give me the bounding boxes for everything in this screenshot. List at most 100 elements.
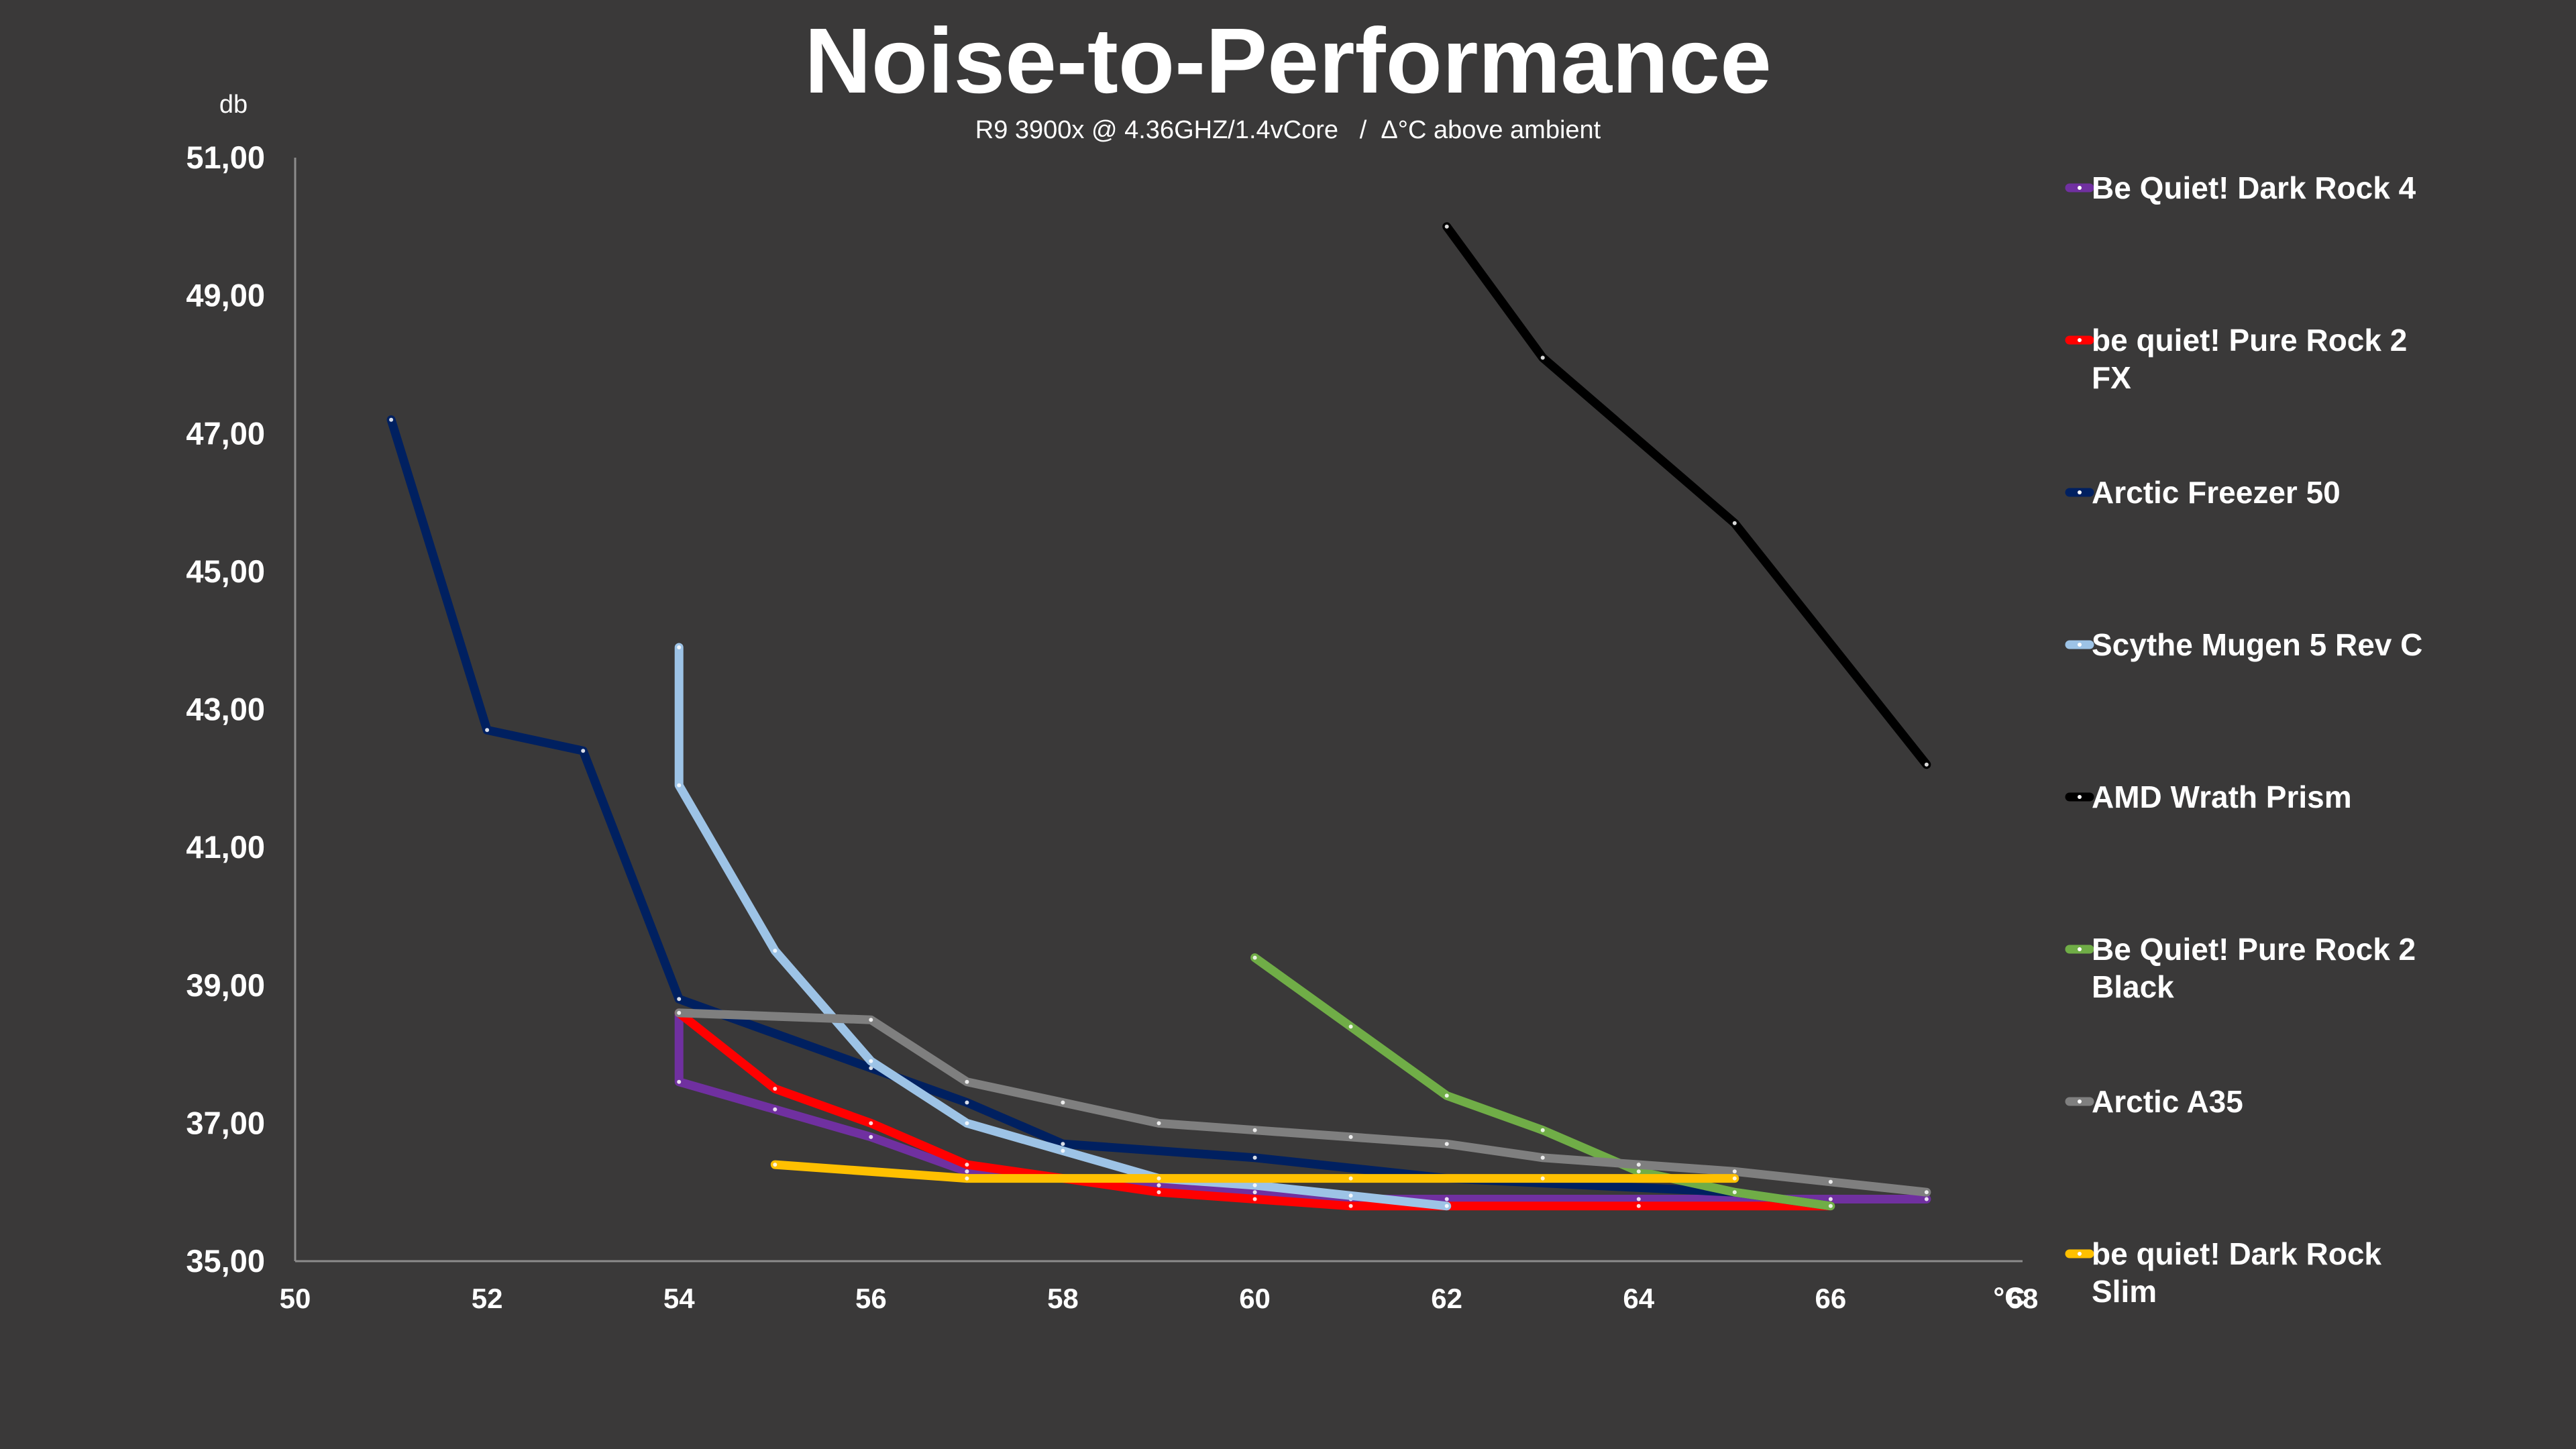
legend-label: Scythe Mugen 5 Rev C xyxy=(2092,627,2422,662)
series-amd-wrath-prism xyxy=(1442,222,1931,769)
x-tick-label: 58 xyxy=(1047,1283,1079,1314)
legend-marker xyxy=(2078,1099,2082,1104)
x-tick-label: 54 xyxy=(663,1283,695,1314)
series-be-quiet-pure-rock-2-black xyxy=(1250,953,1835,1211)
legend-item-arctic-freezer-50: Arctic Freezer 50 xyxy=(2065,475,2341,510)
data-point xyxy=(965,1163,969,1167)
data-point xyxy=(1157,1121,1161,1126)
data-point xyxy=(1732,1190,1737,1195)
data-point xyxy=(1061,1148,1065,1153)
data-point xyxy=(1252,1155,1257,1160)
data-point xyxy=(869,1066,873,1071)
data-point xyxy=(677,1010,682,1015)
data-point xyxy=(1061,1100,1065,1105)
legend-marker xyxy=(2078,643,2082,647)
chart-subtitle: R9 3900x @ 4.36GHZ/1.4vCore / Δ°C above … xyxy=(975,116,1601,144)
y-tick-label: 41,00 xyxy=(186,829,265,865)
series-be-quiet-dark-rock-4 xyxy=(674,1008,1931,1203)
data-point xyxy=(1540,1128,1545,1132)
x-tick-label: 62 xyxy=(1431,1283,1462,1314)
data-point xyxy=(1828,1179,1833,1184)
y-axis-ticks: 35,00 37,00 39,00 41,00 43,00 45,00 47,00 49,00… xyxy=(186,140,265,1279)
data-point xyxy=(965,1176,969,1181)
legend-item-scythe-mugen-5-rev-c: Scythe Mugen 5 Rev C xyxy=(2065,627,2422,662)
data-point xyxy=(1348,1203,1353,1208)
data-point xyxy=(1444,1203,1449,1208)
data-point xyxy=(869,1121,873,1126)
data-point xyxy=(1636,1169,1641,1174)
series-arctic-a35 xyxy=(674,1008,1931,1197)
data-point xyxy=(869,1018,873,1022)
data-point xyxy=(1636,1203,1641,1208)
data-point xyxy=(773,1163,777,1167)
series-line-be-quiet-dark-rock-slim xyxy=(770,1160,1739,1183)
data-point xyxy=(1732,521,1737,525)
data-point xyxy=(1924,762,1929,767)
data-point xyxy=(1540,356,1545,360)
data-point xyxy=(1924,1197,1929,1201)
data-point xyxy=(1924,1190,1929,1195)
data-point xyxy=(1540,1155,1545,1160)
series-scythe-mugen-5-rev-c xyxy=(674,643,1452,1211)
data-point xyxy=(1636,1197,1641,1201)
data-point xyxy=(1828,1197,1833,1201)
legend-label: be quiet! Dark Rock Slim xyxy=(2092,1236,2381,1309)
y-tick-label: 49,00 xyxy=(186,278,265,313)
data-point xyxy=(677,1079,682,1084)
data-point xyxy=(1348,1193,1353,1198)
x-tick-label: 56 xyxy=(855,1283,887,1314)
data-point xyxy=(1732,1176,1737,1181)
data-point xyxy=(1252,1128,1257,1132)
data-point xyxy=(869,1134,873,1139)
data-point xyxy=(1252,1197,1257,1201)
data-point xyxy=(1348,1024,1353,1029)
x-tick-label: 50 xyxy=(280,1283,311,1314)
data-point xyxy=(1636,1163,1641,1167)
legend-label: Be Quiet! Pure Rock 2 Black xyxy=(2092,932,2416,1004)
legend-label: Arctic A35 xyxy=(2092,1084,2243,1119)
y-tick-label: 51,00 xyxy=(186,140,265,175)
legend-marker xyxy=(2078,1252,2082,1256)
data-point xyxy=(1157,1176,1161,1181)
y-tick-label: 45,00 xyxy=(186,553,265,589)
data-point xyxy=(1252,955,1257,960)
series-lines xyxy=(386,222,1931,1211)
data-point xyxy=(677,997,682,1002)
data-point xyxy=(1157,1183,1161,1187)
legend-item-arctic-a35: Arctic A35 xyxy=(2065,1084,2243,1119)
y-tick-label: 43,00 xyxy=(186,692,265,727)
data-point xyxy=(773,1087,777,1091)
data-point xyxy=(677,645,682,649)
data-point xyxy=(773,949,777,953)
data-point xyxy=(1828,1203,1833,1208)
data-point xyxy=(1252,1183,1257,1187)
data-point xyxy=(773,1107,777,1112)
data-point xyxy=(1732,1169,1737,1174)
series-line-scythe-mugen-5-rev-c xyxy=(674,643,1452,1211)
data-point xyxy=(965,1121,969,1126)
legend-item-be-quiet-dark-rock-slim: be quiet! Dark Rock Slim xyxy=(2065,1236,2381,1309)
series-be-quiet-dark-rock-slim xyxy=(770,1160,1739,1183)
legend-marker xyxy=(2078,795,2082,799)
data-point xyxy=(1444,1093,1449,1098)
x-tick-label: 68 xyxy=(2007,1283,2039,1314)
series-line-arctic-freezer-50 xyxy=(386,415,1835,1211)
y-tick-label: 39,00 xyxy=(186,967,265,1003)
legend-item-amd-wrath-prism: AMD Wrath Prism xyxy=(2065,780,2352,814)
data-point xyxy=(389,417,394,422)
x-tick-label: 64 xyxy=(1623,1283,1654,1314)
legend-label: Be Quiet! Dark Rock 4 xyxy=(2092,170,2416,205)
data-point xyxy=(581,749,586,753)
data-point xyxy=(485,728,490,733)
legend-item-be-quiet-pure-rock-2-fx: be quiet! Pure Rock 2 FX xyxy=(2065,323,2407,395)
y-tick-label: 35,00 xyxy=(186,1243,265,1279)
data-point xyxy=(1540,1176,1545,1181)
y-axis-unit-label: db xyxy=(219,91,248,119)
data-point xyxy=(965,1100,969,1105)
y-tick-label: 37,00 xyxy=(186,1105,265,1140)
axes xyxy=(294,158,2023,1263)
data-point xyxy=(965,1079,969,1084)
data-point xyxy=(1444,1142,1449,1146)
x-axis-ticks: 50 52 54 56 58 60 62 64 66 68 xyxy=(280,1283,2039,1314)
